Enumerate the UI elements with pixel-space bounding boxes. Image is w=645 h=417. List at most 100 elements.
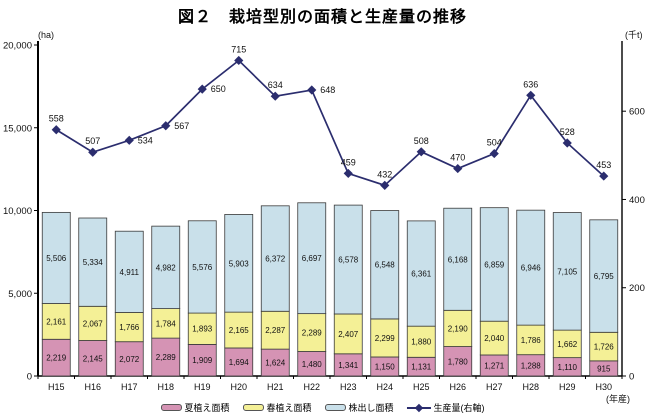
bar-value-label: 1,784 [156,319,177,328]
left-axis-tick-label: 10,000 [3,206,32,217]
bar-value-label: 2,072 [119,355,140,364]
bar-value-label: 1,780 [448,357,469,366]
bar-value-label: 2,040 [484,334,505,343]
data-point-marker [161,121,171,131]
data-point-label: 650 [211,84,226,94]
production-line [55,59,605,187]
left-axis-tick-label: 15,000 [3,123,32,134]
x-axis-category-label: H23 [340,382,357,392]
data-point-marker [343,168,353,179]
bar-value-label: 2,289 [302,329,323,338]
data-point-marker [234,55,244,66]
bar-value-label: 915 [597,364,611,373]
legend-swatch [242,404,264,411]
bar-segment [187,312,217,345]
bar-value-label: 2,287 [265,326,286,335]
bar-segment [114,341,144,377]
x-axis-category-label: H28 [522,382,539,392]
legend-item: 生産量(右軸) [406,401,485,414]
data-point-label: 528 [560,127,575,137]
data-point-label: 715 [231,44,246,54]
bar-value-label: 6,372 [265,255,286,264]
bar-value-label: 7,105 [557,267,578,276]
bar-value-label: 6,859 [484,260,505,269]
diamond-marker-icon [414,403,423,412]
bar-value-label: 1,341 [338,361,359,370]
bar-segment [151,225,181,309]
bar-value-label: 2,289 [156,353,177,362]
bar-value-label: 2,219 [46,354,67,363]
bar-value-label: 1,480 [302,360,323,369]
bar-segment [406,325,436,358]
right-axis-tick-label: 600 [629,107,645,118]
bar-segment [370,210,400,320]
data-point-label: 558 [49,114,64,124]
bar-value-label: 6,168 [448,255,469,264]
right-axis-tick-label: 0 [629,372,634,383]
bar-value-label: 6,946 [521,264,542,273]
left-axis-tick-label: 20,000 [3,41,32,52]
bar-segment [114,230,144,313]
bar-value-label: 6,361 [411,270,432,279]
x-axis-category-label: H29 [559,382,576,392]
bar-segment [151,308,181,339]
data-point-marker [416,147,426,157]
bar-value-label: 1,893 [192,325,213,334]
bar-segment [260,310,290,350]
bar-value-label: 2,165 [229,326,250,335]
left-axis-tick-label: 0 [27,372,32,383]
data-point-label: 567 [174,121,189,131]
bar-segment [78,217,108,307]
x-axis-unit: (年産) [606,393,630,404]
bar-value-label: 6,548 [375,261,396,270]
bar-value-label: 2,161 [46,317,67,326]
bar-value-label: 4,911 [120,268,140,277]
bar-value-label: 5,506 [46,254,67,263]
bar-segment [78,305,108,341]
data-point-label: 470 [450,153,465,163]
bar-segment [479,207,509,322]
legend-item: 夏植え面積 [160,401,229,414]
bar-value-label: 2,067 [83,319,104,328]
data-point-marker [562,138,572,148]
data-point-marker [453,163,463,174]
legend-swatch [160,404,182,411]
legend-item: 春植え面積 [242,401,312,414]
data-point-marker [51,125,61,135]
legend-label: 春植え面積 [266,403,312,413]
x-axis-category-label: H26 [449,382,466,392]
bar-value-label: 5,903 [229,259,250,268]
bar-value-label: 6,578 [338,256,359,265]
bar-value-label: 1,786 [521,336,542,345]
data-point-marker [526,90,536,100]
x-axis-category-label: H24 [376,382,393,392]
legend-item: 株出し面積 [324,401,394,414]
x-axis-category-label: H16 [84,382,101,392]
data-point-marker [307,85,317,95]
bar-value-label: 1,880 [411,338,432,347]
bar-segment [78,340,108,377]
bar-value-label: 1,766 [119,323,140,332]
bar-value-label: 1,131 [411,363,432,372]
bar-segment [260,205,290,312]
data-point-label: 432 [377,169,392,179]
x-axis-category-label: H20 [230,382,247,392]
bar-segment [333,313,363,355]
bar-segment [224,347,254,377]
legend-label: 株出し面積 [348,403,394,413]
data-point-marker [489,148,499,159]
bar-segment [443,207,473,311]
data-point-label: 453 [596,160,611,170]
data-point-marker [270,91,280,101]
x-axis-category-label: H15 [48,382,65,392]
right-axis-tick-label: 200 [629,283,645,294]
bar-value-label: 2,145 [83,354,104,363]
bar-value-label: 1,662 [557,340,578,349]
bar-value-label: 2,190 [448,324,469,333]
bar-segment [516,209,546,326]
data-point-label: 507 [85,136,100,146]
data-point-marker [599,171,609,181]
bar-value-label: 4,982 [156,263,177,272]
x-axis-category-label: H21 [267,382,284,392]
